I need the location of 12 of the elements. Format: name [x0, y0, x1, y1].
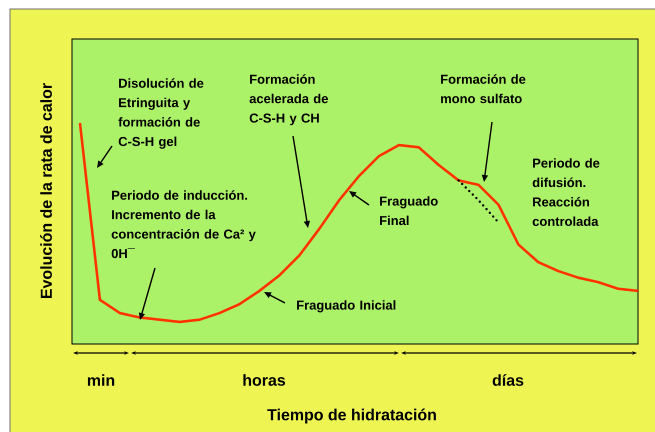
annotation: Formación acelerada de C-S-H y CH: [250, 74, 328, 126]
annotation: Fraguado Inicial: [297, 300, 396, 312]
text: min: [88, 374, 114, 386]
annotation: Periodo de difusión. Reacción controlada: [532, 158, 600, 226]
text: días: [492, 374, 524, 386]
annotation: Periodo de inducción. Incremento de la concentración de Ca² y 0H¯: [112, 190, 256, 258]
x-axis-title: Tiempo de hidratación: [267, 408, 436, 424]
annotation: Fraguado Final: [380, 196, 438, 226]
text: horas: [243, 374, 286, 386]
annotation: Disolución de Etringuita y formación de C-S-H gel: [118, 78, 204, 149]
text: Formación de mono sulfato: [441, 74, 526, 104]
y-axis-title: Evolución de la rata de calor: [40, 83, 52, 298]
